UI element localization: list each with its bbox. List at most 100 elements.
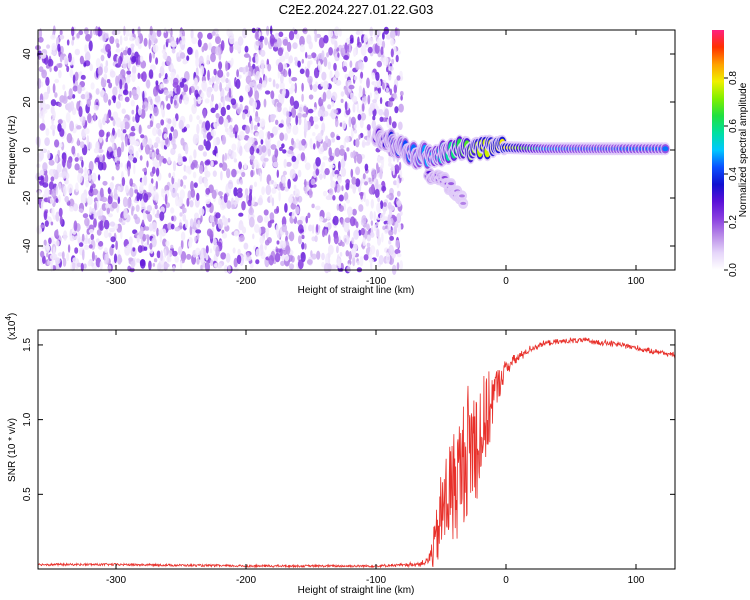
- spectrogram-cell: [314, 124, 319, 130]
- spectrogram-cell: [238, 161, 243, 170]
- spectrogram-cell: [83, 263, 87, 269]
- spectrogram-cell: [379, 97, 383, 105]
- spectrogram-cell: [171, 47, 176, 54]
- spectrogram-cell: [163, 133, 168, 140]
- spectrogram-cell: [178, 119, 184, 130]
- spectrogram-cell: [109, 245, 114, 256]
- spectrogram-cell: [396, 253, 402, 258]
- spectrogram-cell: [377, 196, 380, 203]
- spectrogram-cell: [62, 257, 67, 267]
- spectrogram-cell: [166, 123, 171, 130]
- spectrogram-cell: [120, 47, 124, 53]
- spectrogram-cell: [242, 66, 246, 75]
- spectrogram-cell: [241, 200, 246, 211]
- spectrogram-cell: [212, 170, 217, 177]
- spectrogram-cell: [155, 136, 161, 144]
- spectrogram-cell: [297, 169, 302, 178]
- spectrogram-cell: [394, 248, 401, 255]
- spectrogram-cell: [106, 132, 109, 139]
- spectrogram-cell: [38, 66, 44, 73]
- spectrogram-cell: [365, 198, 370, 207]
- spectrogram-cell: [288, 263, 295, 270]
- spectrogram-cell: [141, 71, 147, 82]
- spectrogram-cell: [105, 43, 111, 53]
- spectrogram-cell: [232, 247, 236, 254]
- spectrogram-cell: [328, 234, 331, 245]
- spectrogram-cell: [52, 253, 58, 259]
- spectrogram-cell: [398, 161, 402, 171]
- spectrogram-cell: [131, 207, 134, 216]
- spectrogram-cell: [216, 262, 223, 269]
- spectrogram-cell: [132, 157, 138, 164]
- spectrogram-cell: [372, 99, 377, 104]
- spectrogram-cell: [381, 185, 387, 192]
- spectrogram-cell: [41, 69, 47, 79]
- spectrogram-cell: [233, 187, 238, 197]
- spectrogram-cell: [129, 32, 133, 42]
- spectrogram-cell: [351, 176, 357, 185]
- spectrogram-cell: [350, 128, 354, 139]
- spectrogram-cell: [345, 250, 350, 257]
- spectrogram-cell: [386, 66, 389, 73]
- spectrogram-cell: [389, 30, 396, 39]
- spectrogram-cell: [284, 51, 289, 60]
- spectrogram-cell: [91, 183, 96, 189]
- spectrogram-cell: [301, 146, 306, 151]
- spectrogram-cell: [275, 224, 279, 236]
- spectrogram-cell: [87, 238, 91, 245]
- spectrogram-cell: [76, 32, 80, 39]
- spectrogram-cell: [127, 197, 132, 209]
- spectrogram-cell: [268, 254, 275, 266]
- spectrogram-cell: [252, 233, 255, 240]
- spectrogram-cell: [77, 138, 80, 147]
- spectrogram-cell: [150, 64, 156, 71]
- spectrogram-cell: [255, 248, 261, 257]
- spectrogram-cell: [218, 61, 223, 70]
- spectrogram-cell: [121, 177, 126, 187]
- spectrogram-cell: [62, 95, 68, 105]
- spectrogram-cell: [336, 135, 341, 141]
- spectrogram-cell: [322, 91, 327, 102]
- spectrogram-cell: [227, 218, 231, 223]
- spectrogram-cell: [99, 260, 103, 270]
- spectrogram-cell: [148, 260, 152, 271]
- spectrogram-cell: [130, 43, 135, 48]
- spectrogram-cell: [172, 160, 177, 172]
- spectrogram-cell: [306, 34, 312, 45]
- spectrogram-cell: [224, 152, 228, 161]
- spectrogram-cell: [223, 264, 229, 274]
- spectrogram-cell: [106, 113, 109, 125]
- spectrogram-cell: [69, 101, 75, 111]
- spectrogram-cell: [83, 62, 87, 67]
- spectrogram-cell: [210, 107, 216, 114]
- spectrogram-cell: [330, 180, 336, 189]
- spectrogram-cell: [73, 220, 78, 232]
- spectrogram-cell: [340, 91, 345, 97]
- spectrogram-cell: [63, 55, 69, 65]
- spectrogram-cell: [220, 40, 225, 51]
- spectrogram-cell: [121, 141, 125, 153]
- snr-x-tick-label: 100: [628, 575, 645, 586]
- spectrogram-cell: [135, 150, 139, 159]
- spectrogram-cell: [80, 93, 86, 100]
- spectrogram-cell: [112, 111, 119, 120]
- spectrogram-cell: [218, 115, 224, 125]
- spectrogram-cell: [40, 250, 45, 258]
- spectrogram-cell: [109, 70, 116, 78]
- spectrogram-cell: [343, 221, 350, 233]
- spectrogram-cell: [346, 147, 350, 152]
- spectrogram-cell: [389, 235, 394, 241]
- spectrogram-cell: [113, 149, 118, 158]
- spectrogram-cell: [376, 30, 381, 36]
- spectrogram-cell: [233, 230, 239, 237]
- spectrogram-cell: [154, 204, 158, 210]
- spectrogram-cell: [325, 253, 329, 264]
- spectrogram-cell: [237, 36, 244, 46]
- spectrogram-cell: [78, 106, 83, 118]
- snr-x-tick-label: -200: [236, 575, 256, 586]
- spectrogram-cell: [140, 60, 147, 69]
- spectrogram-cell: [210, 52, 216, 63]
- snr-x-tick-label: 0: [503, 575, 509, 586]
- spectrogram-cell: [224, 97, 231, 102]
- spectrogram-cell: [388, 162, 393, 167]
